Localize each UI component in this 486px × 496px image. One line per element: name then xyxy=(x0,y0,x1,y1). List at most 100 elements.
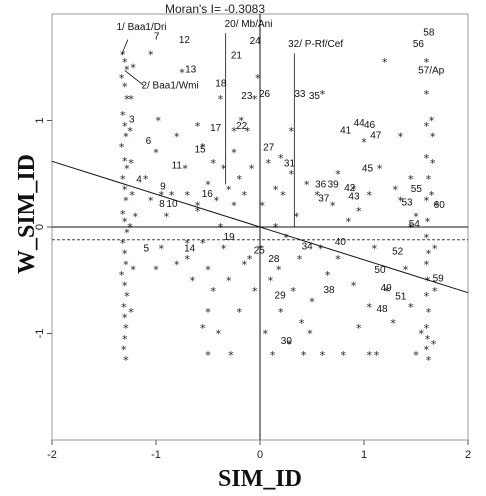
data-point: * xyxy=(221,162,227,175)
data-point: * xyxy=(325,269,331,282)
data-point: * xyxy=(169,189,175,202)
data-point: * xyxy=(221,242,227,255)
data-point: * xyxy=(430,157,436,170)
data-point: * xyxy=(314,189,320,202)
point-label: 31 xyxy=(284,158,296,169)
data-point: * xyxy=(190,274,196,287)
data-point: * xyxy=(304,178,310,191)
data-point: * xyxy=(120,208,126,221)
data-point: * xyxy=(294,210,300,223)
point-label: 50 xyxy=(374,265,386,276)
point-label: 36 xyxy=(315,180,327,191)
point-label: 49 xyxy=(381,283,393,294)
point-label: 42 xyxy=(344,183,356,194)
point-label: 23 xyxy=(241,91,253,102)
data-point: * xyxy=(128,306,134,319)
data-point: * xyxy=(127,125,133,138)
point-label: 14 xyxy=(184,243,196,254)
data-point: * xyxy=(130,61,136,74)
data-point: * xyxy=(184,253,190,266)
data-point: * xyxy=(366,349,372,362)
data-point: * xyxy=(216,328,222,341)
data-point: * xyxy=(129,189,135,202)
data-point: * xyxy=(174,258,180,271)
data-point: * xyxy=(434,200,440,213)
data-point: * xyxy=(299,317,305,330)
data-point: * xyxy=(123,258,129,271)
data-point: * xyxy=(425,274,431,287)
data-point: * xyxy=(242,258,248,271)
point-label: 18 xyxy=(215,78,227,89)
point-label: 57/Ap xyxy=(418,66,445,77)
data-point: * xyxy=(195,205,201,218)
points-layer: ****************************************… xyxy=(119,48,440,367)
data-point: * xyxy=(226,274,232,287)
point-label: 24 xyxy=(250,36,262,47)
point-label: 54 xyxy=(409,219,421,230)
data-point: * xyxy=(236,173,242,186)
data-point: * xyxy=(179,67,185,80)
data-point: * xyxy=(432,242,438,255)
data-point: * xyxy=(174,130,180,143)
data-point: * xyxy=(255,72,261,85)
data-point: * xyxy=(361,136,367,149)
data-point: * xyxy=(390,317,396,330)
y-tick-label: 0 xyxy=(34,224,46,230)
data-point: * xyxy=(278,152,284,165)
data-point: * xyxy=(124,226,130,239)
data-point: * xyxy=(228,349,234,362)
data-point: * xyxy=(123,354,129,367)
data-point: * xyxy=(195,200,201,213)
data-point: * xyxy=(424,152,430,165)
point-label: 41 xyxy=(340,125,352,136)
data-point: * xyxy=(200,322,206,335)
data-point: * xyxy=(128,93,134,106)
data-point: * xyxy=(182,162,188,175)
data-point: * xyxy=(122,80,128,93)
data-point: * xyxy=(432,285,438,298)
data-point: * xyxy=(120,173,126,186)
point-label: 13 xyxy=(185,65,197,76)
plot-area: ****************************************… xyxy=(51,13,469,441)
point-label: 35 xyxy=(309,91,321,102)
data-point: * xyxy=(239,115,245,128)
point-label: 21 xyxy=(231,51,243,62)
data-point: * xyxy=(205,264,211,277)
data-point: * xyxy=(270,349,276,362)
data-point: * xyxy=(318,242,324,255)
point-label: 8 xyxy=(159,199,165,210)
data-point: * xyxy=(366,301,372,314)
data-point: * xyxy=(356,322,362,335)
data-point: * xyxy=(195,120,201,133)
point-label: 37 xyxy=(318,193,330,204)
point-label: 27 xyxy=(263,142,275,153)
data-point: * xyxy=(122,120,128,133)
data-point: * xyxy=(291,285,297,298)
data-point: * xyxy=(122,184,128,197)
point-label: 30 xyxy=(281,336,293,347)
data-point: * xyxy=(231,125,237,138)
data-point: * xyxy=(245,125,251,138)
data-point: * xyxy=(122,333,128,346)
data-point: * xyxy=(384,285,390,298)
data-point: * xyxy=(205,178,211,191)
data-point: * xyxy=(184,237,190,250)
point-label: 51 xyxy=(395,291,407,302)
data-point: * xyxy=(280,189,286,202)
x-tick-label: 2 xyxy=(465,449,471,461)
data-point: * xyxy=(426,248,432,261)
data-point: * xyxy=(276,264,282,277)
data-point: * xyxy=(426,354,432,367)
data-point: * xyxy=(288,168,294,181)
data-point: * xyxy=(158,242,164,255)
data-point: * xyxy=(120,48,126,61)
point-label: 3 xyxy=(129,115,135,126)
data-point: * xyxy=(262,328,268,341)
data-point: * xyxy=(377,162,383,175)
data-point: * xyxy=(132,210,138,223)
data-point: * xyxy=(236,306,242,319)
data-point: * xyxy=(231,146,237,159)
data-point: * xyxy=(123,130,129,143)
data-point: * xyxy=(366,189,372,202)
